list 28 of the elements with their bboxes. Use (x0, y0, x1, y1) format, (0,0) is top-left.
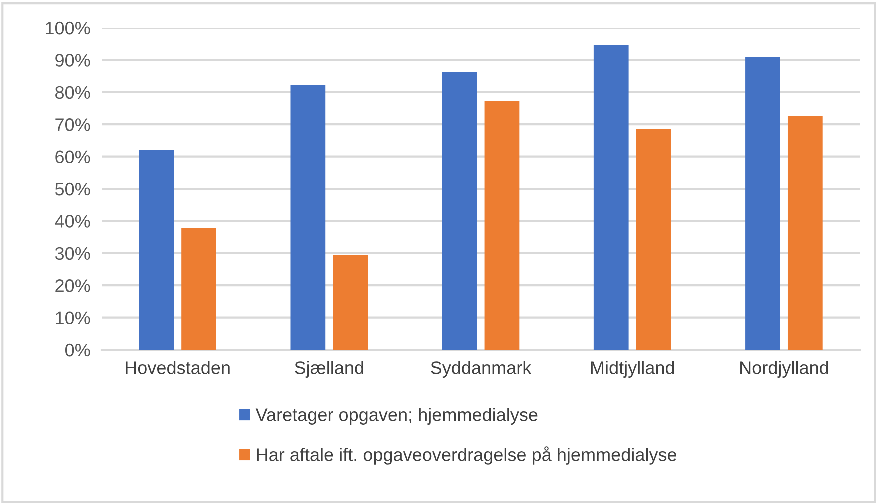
bar (746, 56, 780, 350)
bar (290, 84, 326, 350)
x-tick-label: Hovedstaden (126, 361, 230, 374)
x-tick-label: Syddanmark (431, 361, 532, 378)
x-tick-label: Sjælland (295, 361, 364, 378)
bar (788, 116, 823, 350)
x-tick-label: Nordjylland (740, 361, 828, 378)
y-tick-label: 0% (66, 344, 90, 357)
bar (484, 101, 520, 350)
y-tick-label: 10% (56, 312, 90, 325)
y-tick-label: 80% (56, 86, 90, 100)
y-tick-label: 100% (46, 22, 90, 35)
y-tick-label: 90% (56, 54, 90, 67)
bar (442, 72, 478, 350)
y-tick-label: 70% (56, 118, 90, 132)
bar (636, 129, 672, 350)
y-tick-label: 60% (56, 150, 90, 164)
y-tick-label: 40% (55, 215, 90, 228)
bar (139, 150, 174, 350)
legend-label: Varetager opgaven; hjemmedialyse (256, 408, 538, 425)
y-tick-label: 50% (55, 182, 90, 196)
y-tick-label: 20% (56, 280, 90, 292)
legend-label: Har aftale ift. opgaveoverdragelse på hjemmedialyse (257, 446, 677, 465)
y-tick-label: 30% (55, 247, 90, 260)
bar (333, 255, 368, 350)
bar (182, 228, 216, 350)
x-tick-label: Midtjylland (591, 361, 674, 378)
bar (594, 45, 629, 350)
